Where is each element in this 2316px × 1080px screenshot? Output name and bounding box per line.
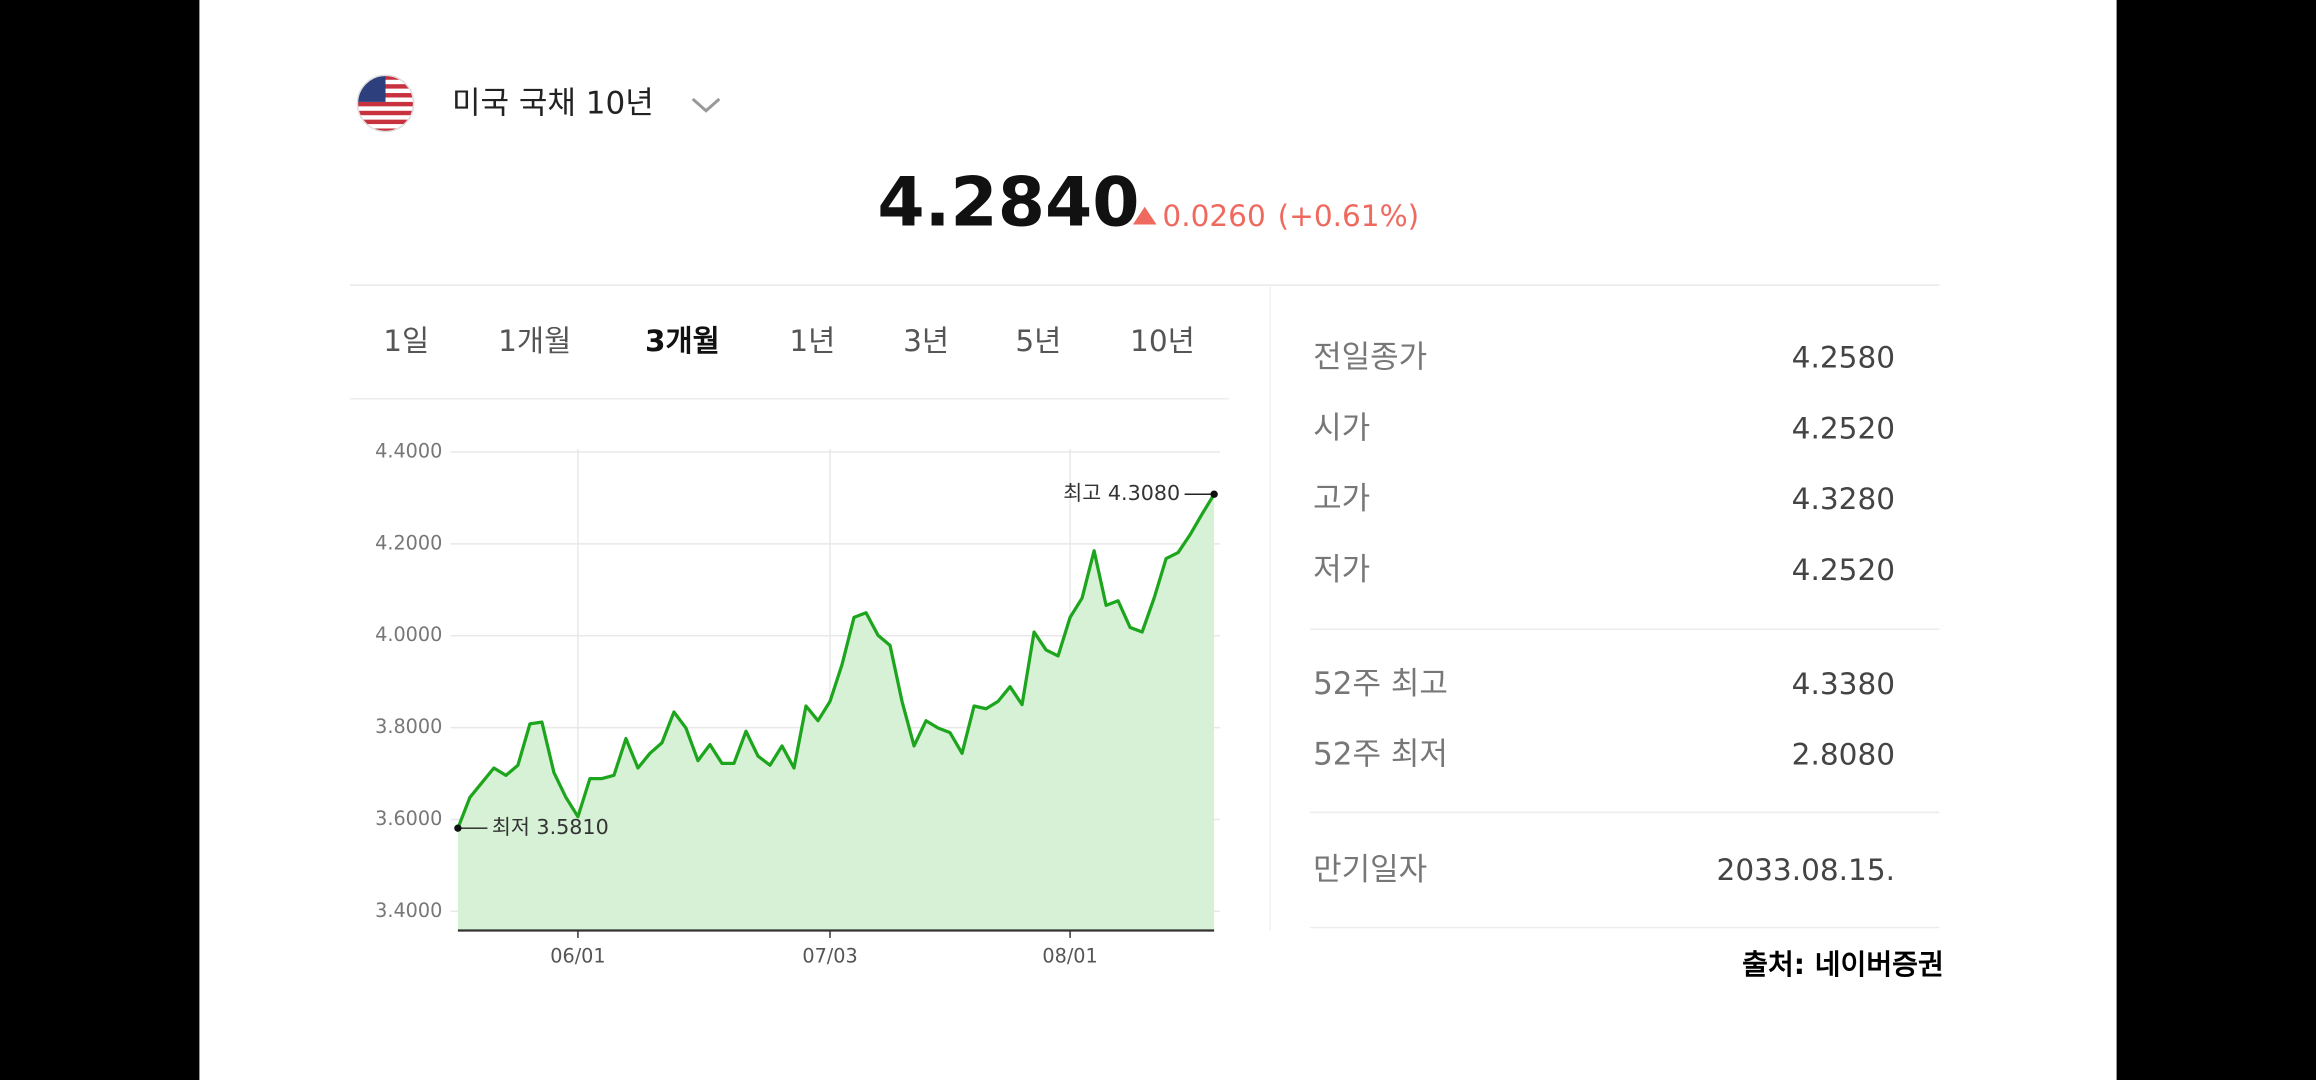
dropdown-chevron[interactable] (691, 97, 721, 113)
y-tick-label: 3.8000 (375, 715, 442, 738)
source: 출처: 네이버증권 (1742, 948, 1944, 981)
up-arrow (1132, 206, 1157, 225)
stat-value: 4.2580 (1792, 340, 1895, 374)
tab[interactable]: 5년 (1015, 324, 1061, 358)
stat-value: 4.2520 (1792, 411, 1895, 445)
stat-value: 2.8080 (1792, 738, 1895, 772)
stat-label: 고가 (1313, 481, 1370, 517)
area (457, 494, 1215, 931)
x-tick-label: 08/01 (1042, 945, 1097, 968)
x-tick-label: 06/01 (550, 945, 605, 968)
stat-value: 4.3380 (1792, 667, 1895, 701)
y-tick-label: 4.4000 (375, 439, 442, 462)
stat-value: 4.2520 (1792, 553, 1895, 587)
change-value: 0.0260 (1162, 199, 1265, 233)
title: 미국 국채 10년 (452, 85, 654, 121)
min-label: 최저 3.5810 (492, 815, 609, 839)
y-tick-label: 3.6000 (375, 807, 442, 830)
min-point (454, 824, 462, 832)
stat-label: 만기일자 (1313, 852, 1427, 888)
stat-label: 전일종가 (1313, 339, 1427, 375)
change: 0.0260 (+0.61%) (1162, 199, 1419, 233)
stat-label: 저가 (1313, 552, 1370, 588)
tab[interactable]: 3년 (903, 324, 949, 358)
stat-value: 2033.08.15. (1717, 853, 1895, 887)
flag-icon (356, 74, 415, 133)
line (456, 493, 1216, 829)
y-tick-label: 3.4000 (375, 899, 442, 922)
max-label: 최고 4.3080 (1063, 481, 1180, 505)
stat-label: 시가 (1313, 410, 1370, 446)
x-tick-label: 07/03 (802, 945, 857, 968)
change-percent: (+0.61%) (1278, 199, 1420, 233)
tab[interactable]: 3개월 (645, 324, 720, 358)
tab[interactable]: 10년 (1130, 324, 1195, 358)
price: 4.2840 (877, 163, 1139, 242)
y-tick-label: 4.2000 (375, 531, 442, 554)
stat-label: 52주 최고 (1313, 666, 1448, 702)
max-point (1210, 490, 1218, 498)
stat-label: 52주 최저 (1313, 737, 1448, 773)
tab[interactable]: 1개월 (498, 324, 571, 358)
tab[interactable]: 1년 (789, 324, 835, 358)
tab[interactable]: 1일 (383, 324, 429, 358)
stat-value: 4.3280 (1792, 482, 1895, 516)
y-tick-label: 4.0000 (375, 623, 442, 646)
